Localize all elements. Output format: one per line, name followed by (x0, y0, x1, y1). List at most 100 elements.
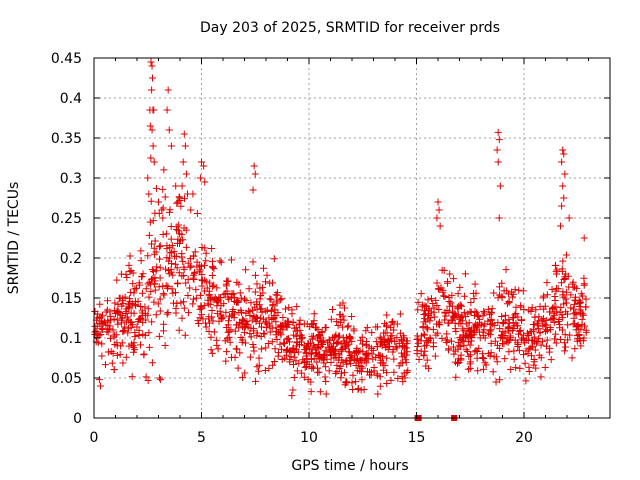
data-point (286, 358, 294, 366)
data-point (150, 298, 158, 306)
data-point (271, 345, 279, 353)
data-point (392, 343, 400, 351)
data-point (198, 244, 206, 252)
data-point (528, 304, 536, 312)
data-point (117, 270, 125, 278)
data-point (181, 331, 189, 339)
data-point (525, 345, 533, 353)
data-point (262, 307, 270, 315)
data-point (136, 281, 144, 289)
data-point (526, 328, 534, 336)
data-point (415, 356, 423, 364)
data-point (558, 158, 566, 166)
data-point (182, 279, 190, 287)
data-point (387, 376, 395, 384)
data-point (296, 335, 304, 343)
data-point (343, 333, 351, 341)
data-point (245, 285, 253, 293)
data-point (272, 331, 280, 339)
data-point (396, 310, 404, 318)
data-point (141, 310, 149, 318)
data-point (316, 332, 324, 340)
data-point (263, 271, 271, 279)
data-point (421, 315, 429, 323)
data-point (425, 364, 433, 372)
data-point (318, 328, 326, 336)
data-point (526, 344, 534, 352)
data-point (182, 226, 190, 234)
data-point (435, 318, 443, 326)
data-point (494, 158, 502, 166)
data-point (582, 303, 590, 311)
data-point (531, 346, 539, 354)
data-point (393, 320, 401, 328)
data-point (362, 327, 370, 335)
data-point (479, 354, 487, 362)
data-point (403, 337, 411, 345)
data-point (255, 354, 263, 362)
data-point (357, 362, 365, 370)
data-point (472, 347, 480, 355)
data-point (481, 320, 489, 328)
data-point (249, 258, 257, 266)
data-point (317, 343, 325, 351)
data-point (145, 329, 153, 337)
data-point (572, 309, 580, 317)
data-point (434, 329, 442, 337)
data-point (308, 346, 316, 354)
data-point (572, 326, 580, 334)
data-point (273, 335, 281, 343)
data-point (573, 337, 581, 345)
data-point (480, 307, 488, 315)
data-point (157, 242, 165, 250)
data-point (437, 284, 445, 292)
data-point (561, 170, 569, 178)
data-point (453, 359, 461, 367)
data-point (456, 283, 464, 291)
data-point (499, 340, 507, 348)
data-point (461, 292, 469, 300)
data-point (577, 290, 585, 298)
data-point (579, 311, 587, 319)
data-point (542, 342, 550, 350)
data-point (262, 318, 270, 326)
data-point (178, 182, 186, 190)
data-point (465, 319, 473, 327)
data-point (202, 249, 210, 257)
data-point (235, 324, 243, 332)
data-point (505, 348, 513, 356)
data-point (350, 325, 358, 333)
data-point (476, 334, 484, 342)
data-point (344, 323, 352, 331)
data-point (153, 263, 161, 271)
data-point (522, 377, 530, 385)
data-point (537, 373, 545, 381)
data-point (187, 206, 195, 214)
data-point (329, 306, 337, 314)
data-point (214, 345, 222, 353)
data-point (95, 376, 103, 384)
data-point (217, 258, 225, 266)
data-point (190, 270, 198, 278)
data-point (242, 297, 250, 305)
data-point (535, 313, 543, 321)
data-point (160, 291, 168, 299)
data-point (535, 335, 543, 343)
data-point (331, 349, 339, 357)
data-point (536, 329, 544, 337)
data-point (129, 269, 137, 277)
data-point (479, 365, 487, 373)
data-point (156, 295, 164, 303)
data-point (246, 330, 254, 338)
data-point (147, 280, 155, 288)
data-point (463, 348, 471, 356)
data-point (175, 221, 183, 229)
data-point (342, 378, 350, 386)
data-point (577, 342, 585, 350)
data-point (517, 336, 525, 344)
data-point (97, 331, 105, 339)
data-point (264, 340, 272, 348)
data-point (507, 365, 515, 373)
data-point (516, 327, 524, 335)
data-point (315, 336, 323, 344)
